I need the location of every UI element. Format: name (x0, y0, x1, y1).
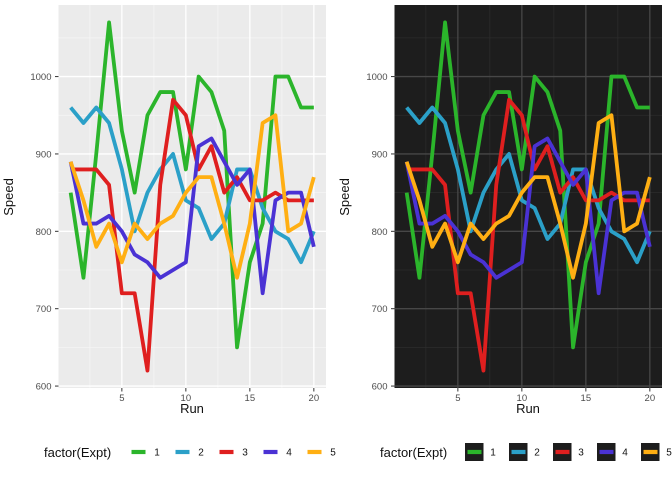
y-tick-label: 900 (36, 149, 52, 160)
legend-label-2: 2 (198, 448, 204, 459)
series-line-1 (68, 20, 314, 350)
legend-label-2: 2 (534, 448, 540, 459)
x-tick-label: 20 (645, 393, 656, 404)
x-tick-label: 10 (517, 393, 528, 404)
y-tick-label: 600 (36, 382, 52, 393)
legend-title: factor(Expt) (380, 445, 447, 460)
y-tick-label: 700 (372, 304, 388, 315)
legend-title: factor(Expt) (44, 445, 111, 460)
legend-dark: 1 2 3 4 5 (465, 443, 672, 461)
y-tick-label: 900 (372, 149, 388, 160)
legend-label-1: 1 (490, 448, 496, 459)
legend-label-4: 4 (286, 448, 292, 459)
series-line-3 (70, 97, 314, 373)
legend-label-5: 5 (666, 448, 672, 459)
legend-label-3: 3 (242, 448, 248, 459)
y-axis-title: Speed (1, 178, 16, 216)
series-line-3 (406, 97, 650, 373)
y-tick-label: 700 (36, 304, 52, 315)
y-tick-label: 1000 (366, 72, 387, 83)
chart-dark-theme: 5 10 15 20 600 700 800 900 1000 Speed Run factor… (336, 0, 672, 480)
x-tick-label: 5 (455, 393, 460, 404)
series-line-4 (404, 136, 652, 296)
y-axis-title: Speed (337, 178, 352, 216)
legend-label-1: 1 (154, 448, 160, 459)
plot-area-light: 5 10 15 20 600 700 800 900 1000 (30, 5, 326, 404)
series-line-4 (68, 136, 316, 296)
series-line-5 (404, 113, 652, 280)
y-tick-label: 800 (372, 227, 388, 238)
chart-light-theme: 5 10 15 20 600 700 800 900 1000 Speed Run factor… (1, 5, 336, 460)
x-tick-label: 10 (181, 393, 192, 404)
series-line-5 (68, 113, 316, 280)
series-lines (68, 20, 316, 373)
x-tick-label: 15 (581, 393, 592, 404)
y-tick-label: 1000 (30, 72, 51, 83)
y-tick-label: 600 (372, 382, 388, 393)
legend-label-4: 4 (622, 448, 628, 459)
x-tick-label: 20 (309, 393, 320, 404)
x-axis-title: Run (516, 401, 540, 416)
legend-label-5: 5 (330, 448, 336, 459)
x-tick-label: 5 (119, 393, 124, 404)
series-line-1 (404, 20, 650, 350)
legend-light: 1 2 3 4 5 (131, 448, 336, 459)
x-axis-title: Run (180, 401, 204, 416)
x-tick-label: 15 (245, 393, 256, 404)
plot-area-dark: 5 10 15 20 600 700 800 900 1000 (366, 5, 662, 404)
legend-label-3: 3 (578, 448, 584, 459)
series-lines (404, 20, 652, 373)
y-tick-label: 800 (36, 227, 52, 238)
